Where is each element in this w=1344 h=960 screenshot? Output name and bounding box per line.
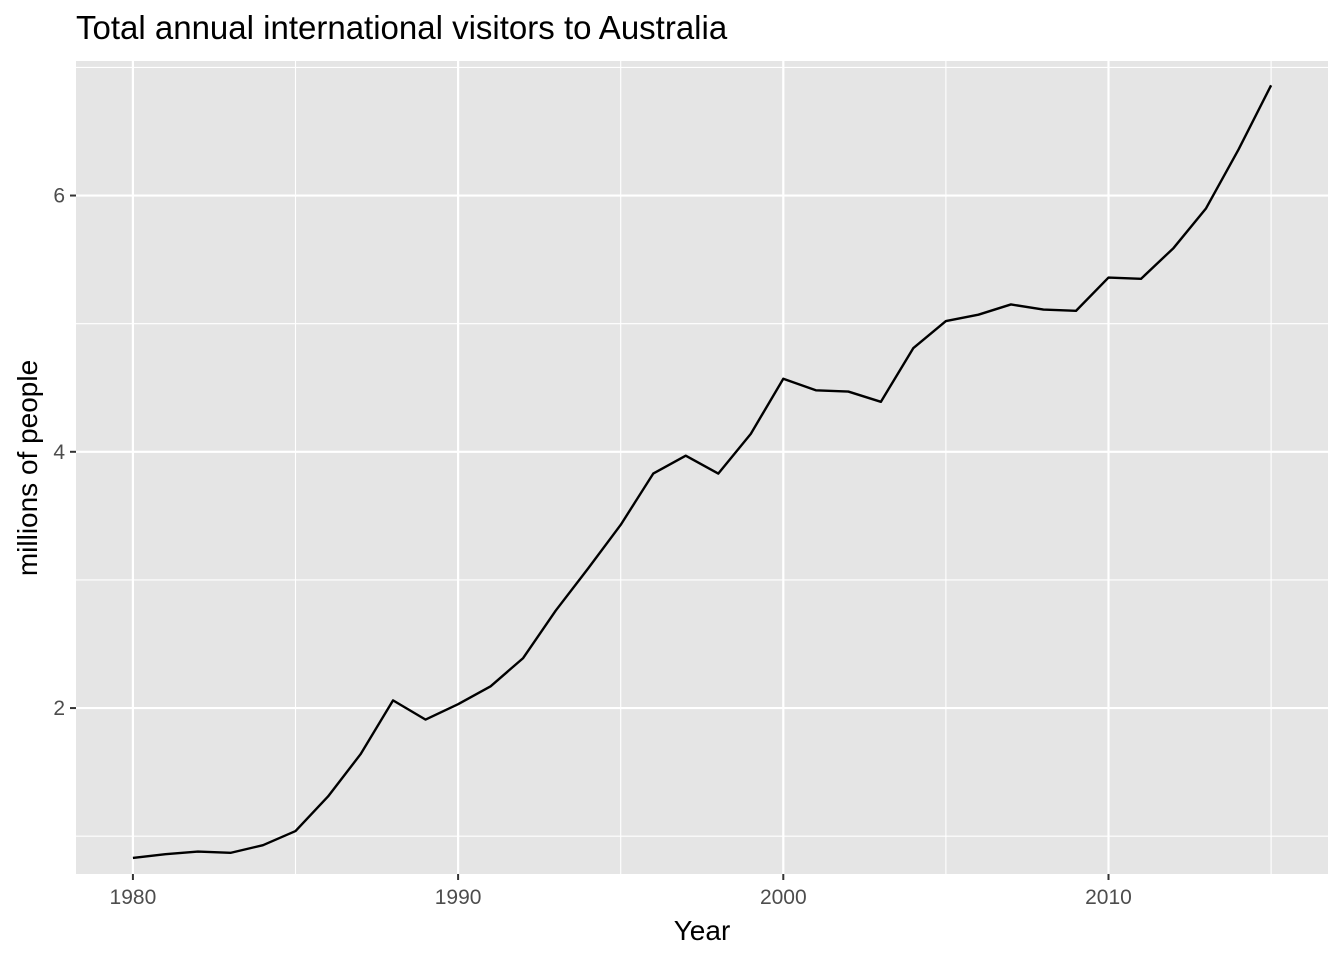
y-axis-title: millions of people <box>12 360 43 576</box>
x-tick-label: 2010 <box>1085 886 1132 909</box>
chart-title: Total annual international visitors to A… <box>76 9 728 46</box>
y-tick-label: 6 <box>53 185 65 208</box>
x-axis: 1980 1990 2000 2010 <box>110 874 1132 909</box>
plot-panel <box>76 61 1328 874</box>
x-tick-label: 1990 <box>435 886 482 909</box>
series-layer <box>132 84 1273 860</box>
y-axis: 2 4 6 <box>53 185 76 720</box>
x-tick-label: 2000 <box>760 886 807 909</box>
y-tick-label: 2 <box>53 697 65 720</box>
major-gridlines <box>76 61 1328 874</box>
x-tick-label: 1980 <box>110 886 157 909</box>
series-line <box>132 84 1273 860</box>
x-axis-title: Year <box>674 915 731 946</box>
y-tick-label: 4 <box>53 441 65 464</box>
